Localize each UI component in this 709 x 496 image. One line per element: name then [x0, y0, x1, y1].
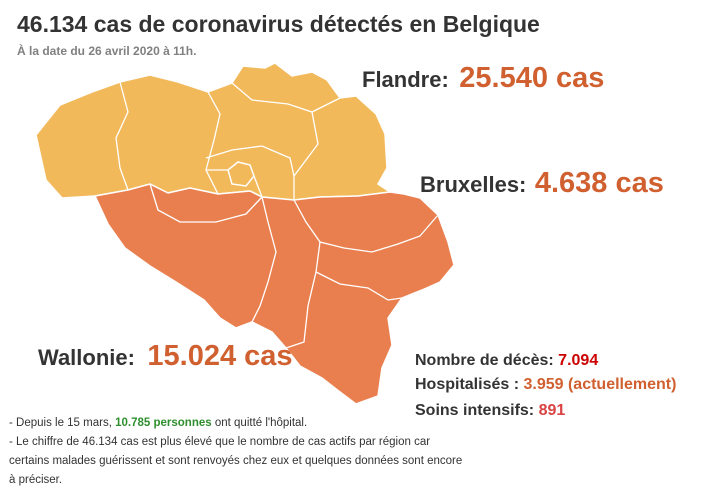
bruxelles-name: Bruxelles: [420, 172, 527, 197]
bruxelles-cases: 4.638 cas [534, 167, 664, 199]
stat-icu: Soins intensifs: 891 [415, 402, 565, 420]
region-flandre[interactable] [35, 62, 393, 201]
footnotes: - Depuis le 15 mars, 10.785 personnes on… [9, 414, 469, 490]
page-subtitle: À la date du 26 avril 2020 à 11h. [17, 44, 197, 58]
flandre-cases: 25.540 cas [459, 62, 605, 94]
stat-hospital-label: Hospitalisés : [415, 376, 520, 393]
footnote-2: - Le chiffre de 46.134 cas est plus élev… [9, 436, 463, 486]
stat-icu-value: 891 [538, 402, 566, 419]
footnote-1-prefix: - Depuis le 15 mars, [9, 417, 112, 429]
flandre-label: Flandre: 25.540 cas [362, 62, 604, 95]
page-title: 46.134 cas de coronavirus détectés en Be… [17, 11, 540, 37]
flandre-name: Flandre: [362, 67, 449, 92]
stat-hospital: Hospitalisés : 3.959 (actuellement) [415, 376, 676, 394]
footnote-1-suffix: ont quitté l'hôpital. [214, 417, 308, 429]
stat-deces-value: 7.094 [558, 352, 599, 369]
bruxelles-label: Bruxelles: 4.638 cas [420, 167, 664, 200]
stat-deces: Nombre de décès: 7.094 [415, 352, 598, 370]
footnote-1: - Depuis le 15 mars, 10.785 personnes on… [9, 414, 469, 433]
wallonie-cases: 15.024 cas [147, 340, 293, 372]
stat-icu-label: Soins intensifs: [415, 402, 535, 419]
stat-hospital-value: 3.959 (actuellement) [523, 376, 677, 393]
province-borders [115, 81, 439, 349]
wallonie-label: Wallonie: 15.024 cas [38, 340, 293, 373]
wallonie-name: Wallonie: [38, 345, 135, 370]
footnote-1-highlight: 10.785 personnes [115, 417, 212, 429]
stat-deces-label: Nombre de décès: [415, 352, 554, 369]
